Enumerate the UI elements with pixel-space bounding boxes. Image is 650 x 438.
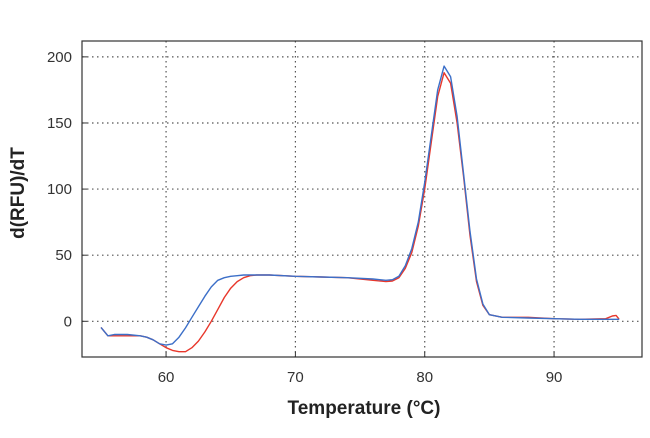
- x-tick-label: 80: [416, 369, 433, 386]
- series-line-1: [100, 72, 620, 353]
- y-tick-label: 150: [47, 115, 72, 132]
- x-tick-label: 90: [546, 369, 563, 386]
- plot-frame: [81, 40, 643, 358]
- y-tick-label: 100: [47, 181, 72, 198]
- y-tick-label: 50: [55, 247, 72, 264]
- x-axis-title: Temperature (°C): [288, 398, 441, 419]
- y-axis-title: d(RFU)/dT: [8, 147, 29, 239]
- x-tick-label: 70: [287, 369, 304, 386]
- y-tick-label: 200: [47, 49, 72, 66]
- grid: [82, 41, 642, 357]
- axes: 60 70 80 90 0 50 100 150 200: [47, 49, 562, 386]
- series-line-2: [100, 65, 620, 346]
- y-tick-label: 0: [64, 313, 72, 330]
- series-layer: [100, 65, 620, 353]
- x-tick-label: 60: [158, 369, 175, 386]
